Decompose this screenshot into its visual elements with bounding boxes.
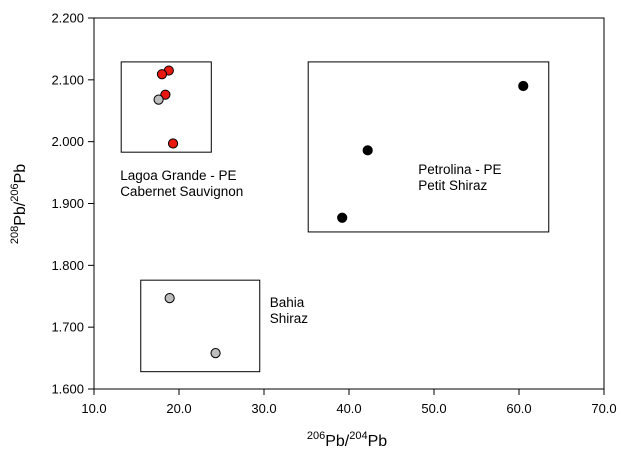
group-label-line: Petrolina - PE	[418, 162, 501, 177]
data-point	[518, 80, 529, 92]
y-tick-label: 2.000	[51, 134, 84, 149]
y-tick-label: 2.200	[51, 11, 84, 26]
data-point	[160, 89, 171, 100]
x-axis-title-element-a: Pb/	[325, 433, 350, 450]
y-axis-title-element-b: Pb	[12, 164, 29, 184]
group-label-line: Lagoa Grande - PE	[120, 168, 236, 183]
data-point	[167, 138, 179, 149]
y-tick-label: 2.100	[51, 72, 84, 87]
data-point	[153, 94, 164, 105]
x-tick-label: 40.0	[336, 401, 361, 416]
data-point	[210, 348, 221, 359]
x-axis-title-mass-b: 204	[349, 430, 367, 442]
data-point	[337, 212, 348, 223]
y-axis-title-mass-a: 208	[9, 226, 21, 244]
x-tick-label: 20.0	[166, 401, 191, 416]
y-axis-title-mass-b: 206	[9, 183, 21, 201]
group-box	[140, 279, 261, 373]
y-tick-label: 1.800	[51, 258, 84, 273]
group-label-line: Cabernet Sauvignon	[120, 184, 243, 199]
y-tick-label: 1.600	[51, 382, 84, 397]
x-axis-title-element-b: Pb	[368, 433, 388, 450]
data-point	[164, 293, 175, 304]
data-point	[362, 145, 373, 156]
group-box	[120, 61, 212, 153]
group-boxes	[120, 61, 550, 373]
x-axis-title: 206Pb/204Pb	[307, 430, 387, 450]
y-axis-title-element-a: Pb/	[12, 201, 29, 226]
axes: 10.0 20.0 30.0 40.0 50.0 60.0 70.0 1.600 1.700 1.…	[51, 11, 616, 417]
data-points	[153, 65, 529, 359]
y-tick-label: 1.700	[51, 320, 84, 335]
y-axis-title: 208Pb/206Pb	[9, 164, 29, 244]
x-axis-title-mass-a: 206	[307, 430, 325, 442]
group-box	[307, 61, 550, 233]
group-label-line: Petit Shiraz	[418, 178, 487, 193]
group-label-line: Bahia	[270, 295, 305, 310]
x-tick-label: 30.0	[251, 401, 276, 416]
x-tick-label: 70.0	[591, 401, 616, 416]
y-tick-label: 1.900	[51, 196, 84, 211]
group-label-line: Shiraz	[270, 311, 309, 326]
data-point	[156, 69, 168, 80]
x-tick-label: 60.0	[506, 401, 531, 416]
x-tick-label: 50.0	[421, 401, 446, 416]
x-tick-label: 10.0	[81, 401, 106, 416]
